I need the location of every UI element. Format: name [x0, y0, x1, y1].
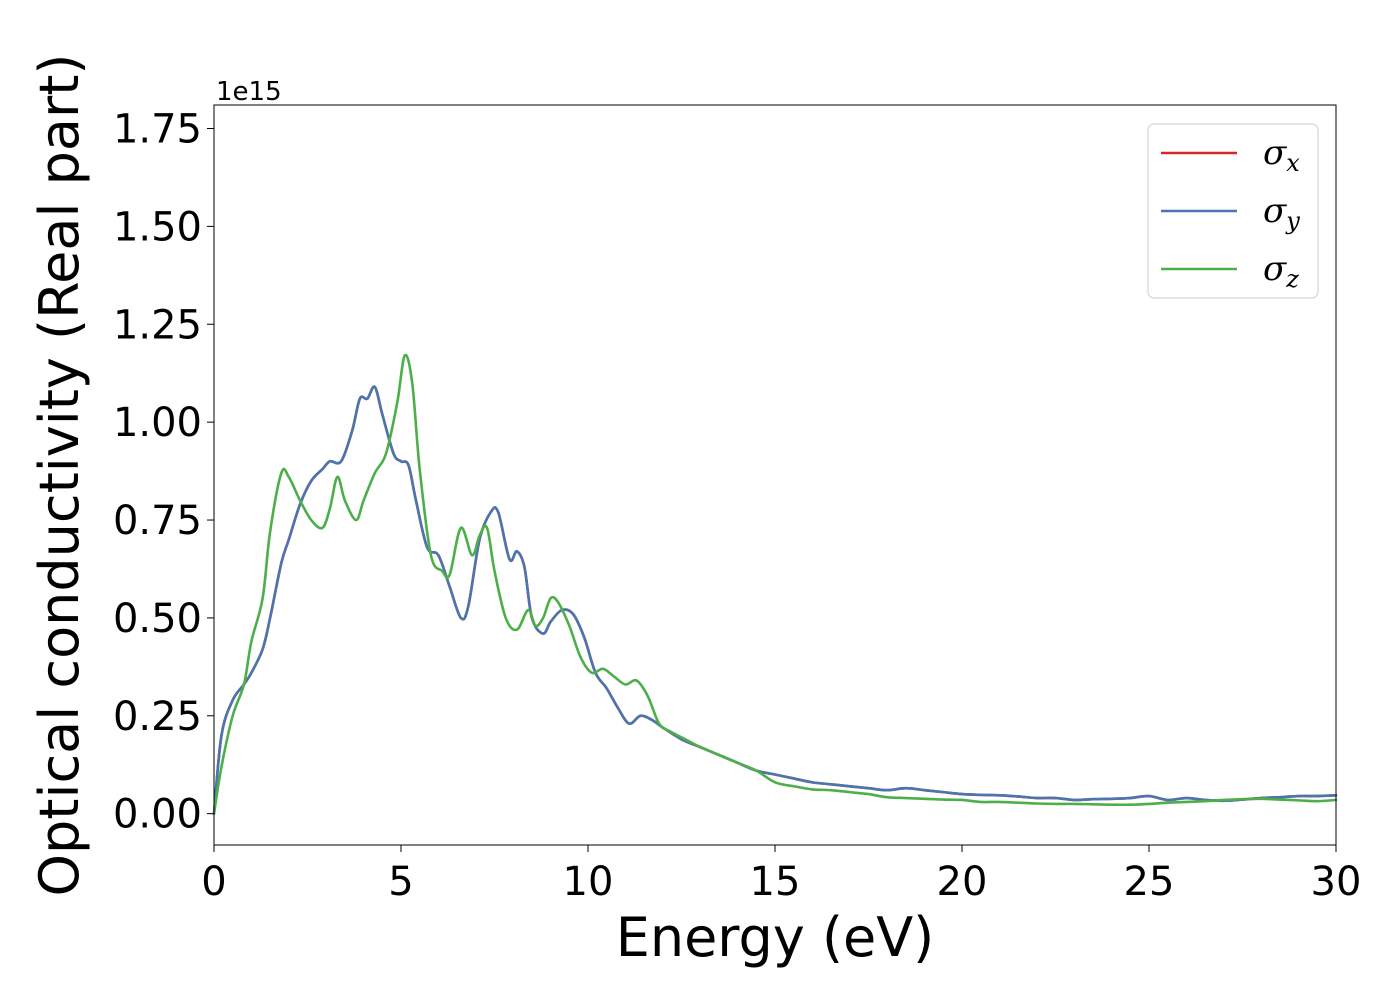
x-tick-label: 5 [388, 859, 413, 905]
y-axis-label: Optical conductivity (Real part) [28, 54, 91, 897]
x-tick-label: 10 [563, 859, 614, 905]
legend-symbol: σ [1263, 133, 1287, 173]
legend-symbol: σ [1263, 191, 1287, 231]
y-tick-label: 0.50 [113, 596, 202, 642]
x-tick-label: 25 [1124, 859, 1175, 905]
x-axis: 0 5 10 15 20 25 30 [201, 845, 1361, 905]
legend-subscript: y [1285, 207, 1300, 235]
y-tick-label: 0.25 [113, 694, 202, 740]
plot-lines [212, 353, 1338, 815]
y-tick-label: 1.75 [113, 106, 202, 152]
legend-label-z: σz [1263, 249, 1299, 293]
x-axis-label: Energy (eV) [616, 906, 935, 969]
y-tick-label: 1.00 [113, 400, 202, 446]
y-tick-label: 0.00 [113, 792, 202, 838]
y-tick-label: 1.25 [113, 302, 202, 348]
legend-label-y: σy [1263, 191, 1300, 235]
legend-subscript: z [1285, 265, 1299, 293]
y-tick-label: 0.75 [113, 498, 202, 544]
legend-symbol: σ [1263, 249, 1287, 289]
x-tick-label: 20 [937, 859, 988, 905]
x-tick-label: 0 [201, 859, 226, 905]
legend-subscript: x [1286, 149, 1300, 177]
series-line-y [212, 385, 1338, 815]
series-line-z [212, 353, 1338, 815]
x-tick-label: 15 [750, 859, 801, 905]
y-axis: 0.00 0.25 0.50 0.75 1.00 1.25 1.50 1.75 [113, 106, 214, 838]
y-tick-label: 1.50 [113, 204, 202, 250]
legend-label-x: σx [1263, 133, 1300, 177]
y-offset-label: 1e15 [216, 77, 282, 107]
x-tick-label: 30 [1311, 859, 1362, 905]
